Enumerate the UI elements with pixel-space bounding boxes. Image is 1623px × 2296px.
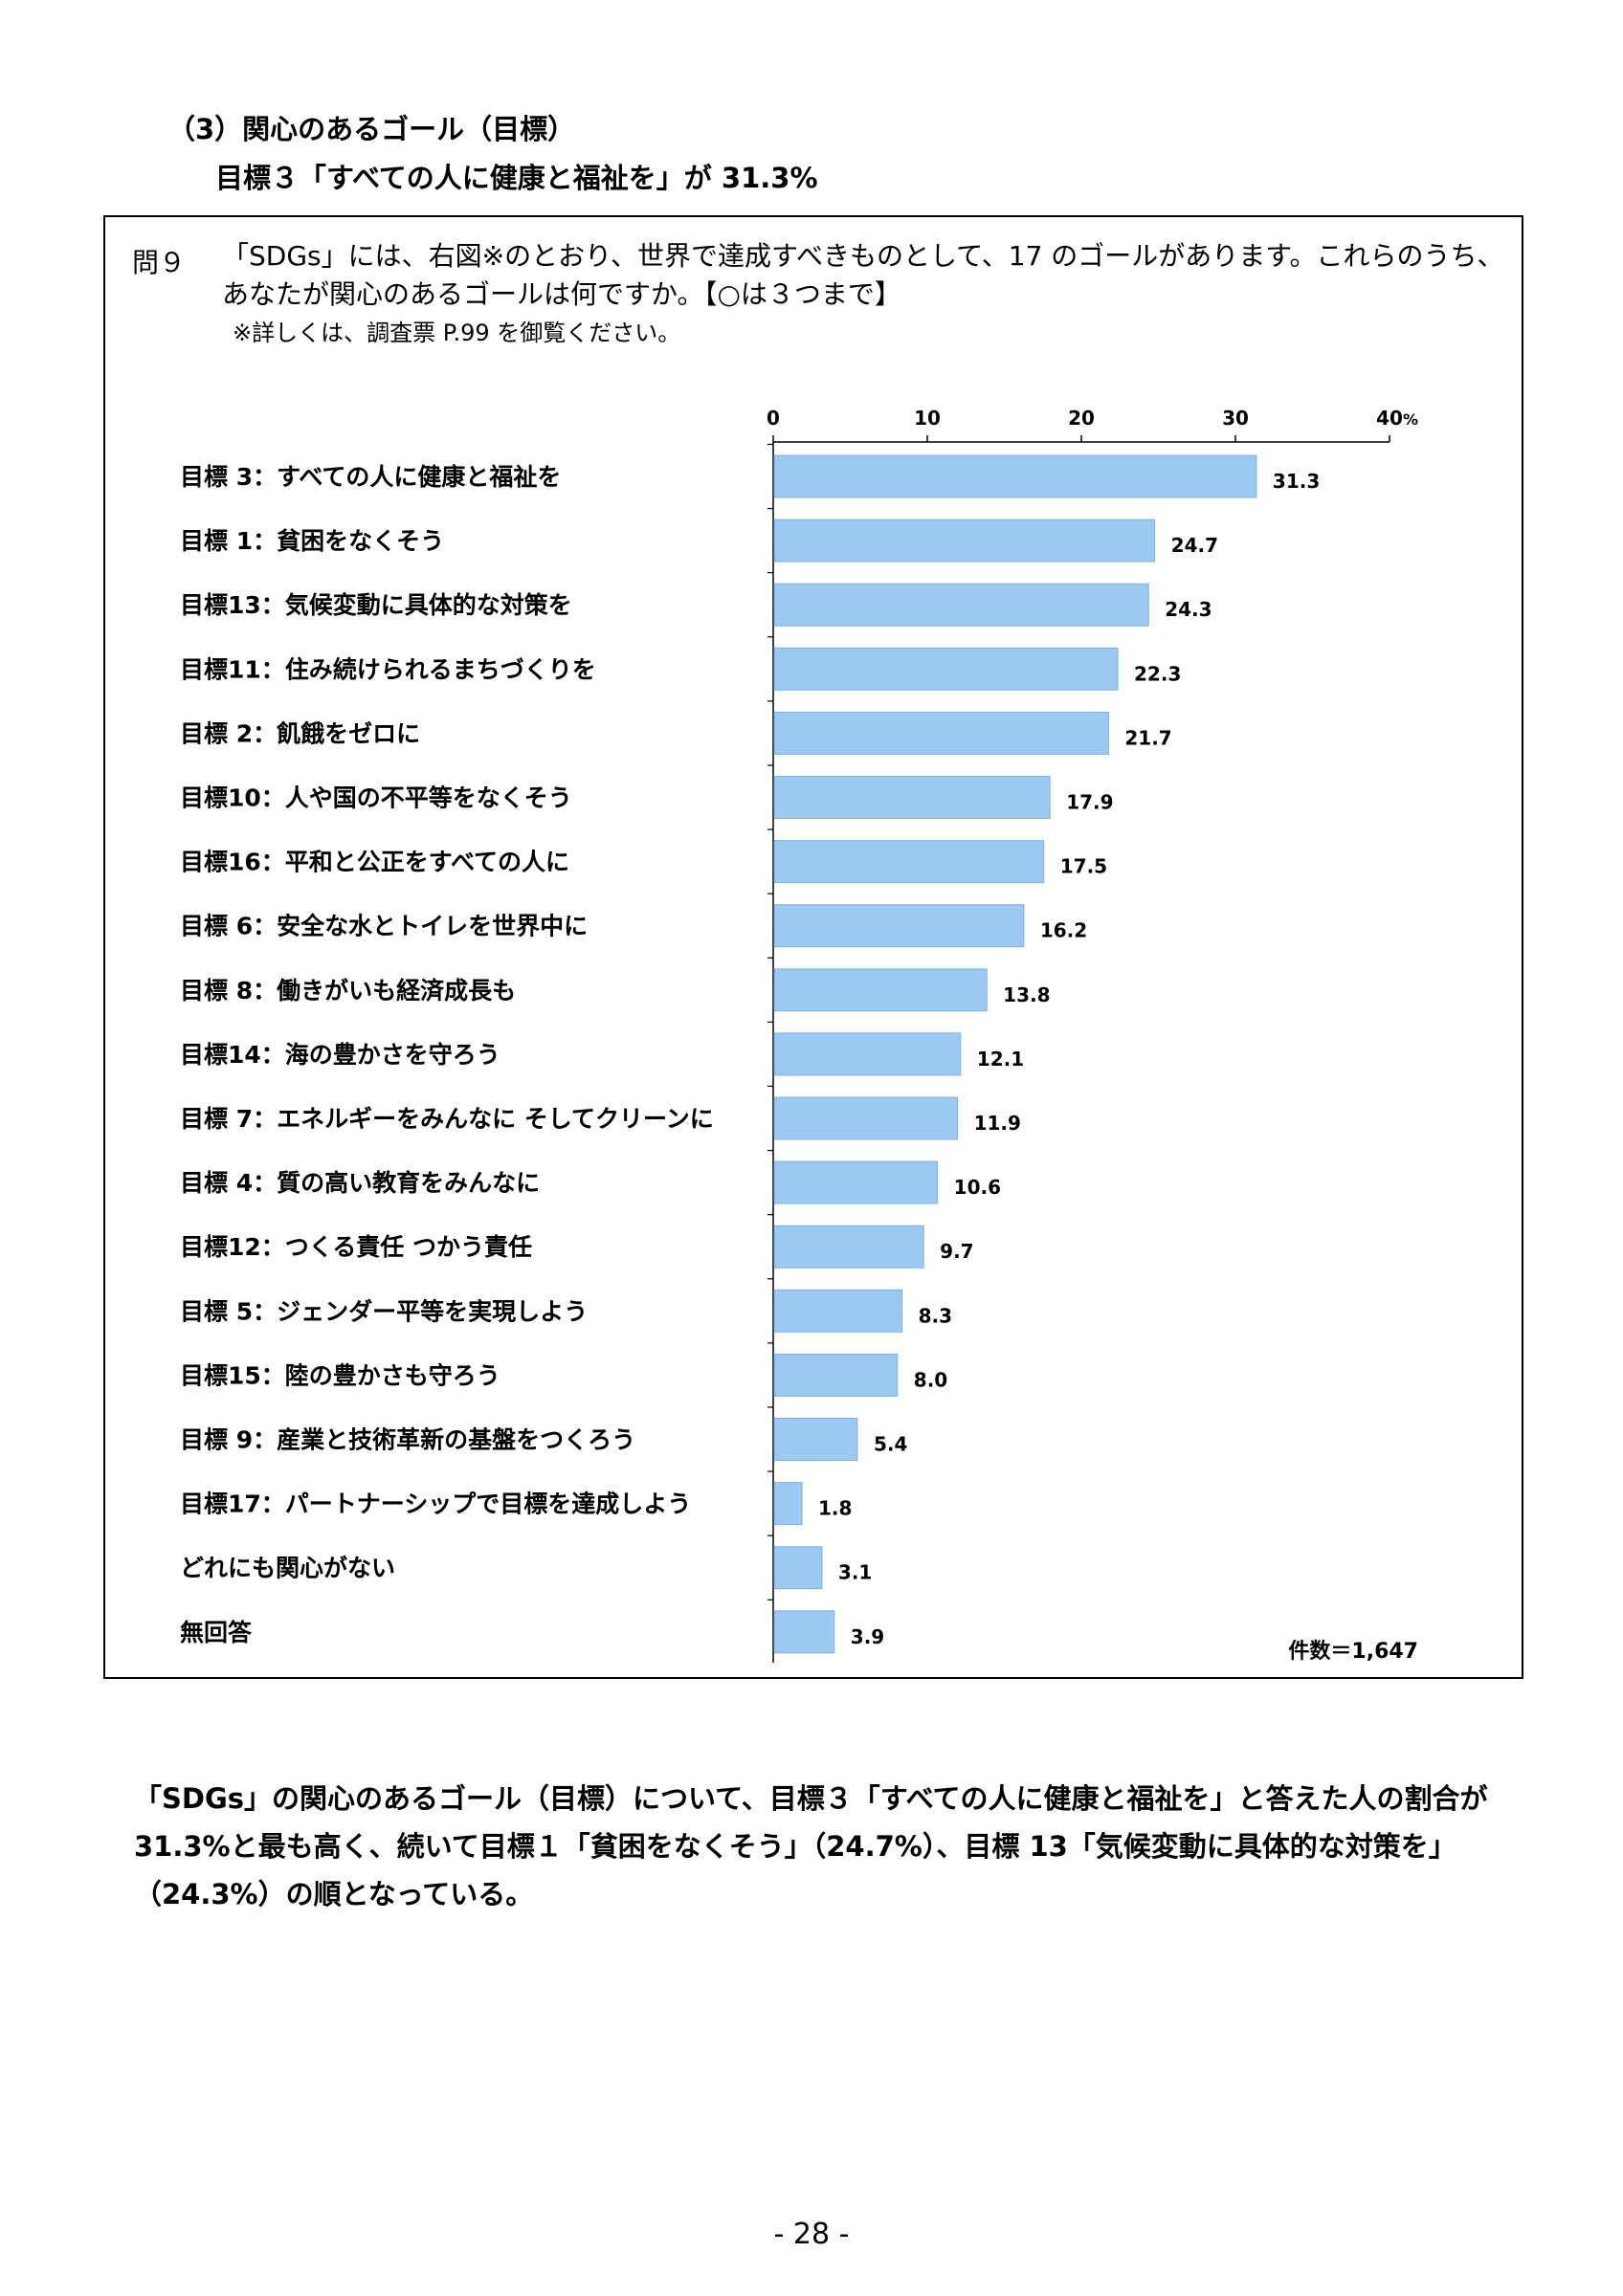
page-number: - 28 -	[773, 2218, 850, 2251]
question-note: ※詳しくは、調査票 P.99 を御覧ください。	[233, 320, 681, 346]
section-subtitle: 目標３「すべての人に健康と福祉を」が 31.3%	[215, 162, 818, 194]
question-box	[103, 215, 1523, 1679]
question-number: 問９	[132, 247, 187, 278]
question-text: 「SDGs」には、右図※のとおり、世界で達成すべきものとして、17 のゴールがあ…	[222, 240, 1504, 310]
section-heading: （3）関心のあるゴール（目標）	[167, 113, 576, 145]
summary-paragraph: 「SDGs」の関心のあるゴール（目標）について、目標３「すべての人に健康と福祉を…	[134, 1782, 1488, 1910]
